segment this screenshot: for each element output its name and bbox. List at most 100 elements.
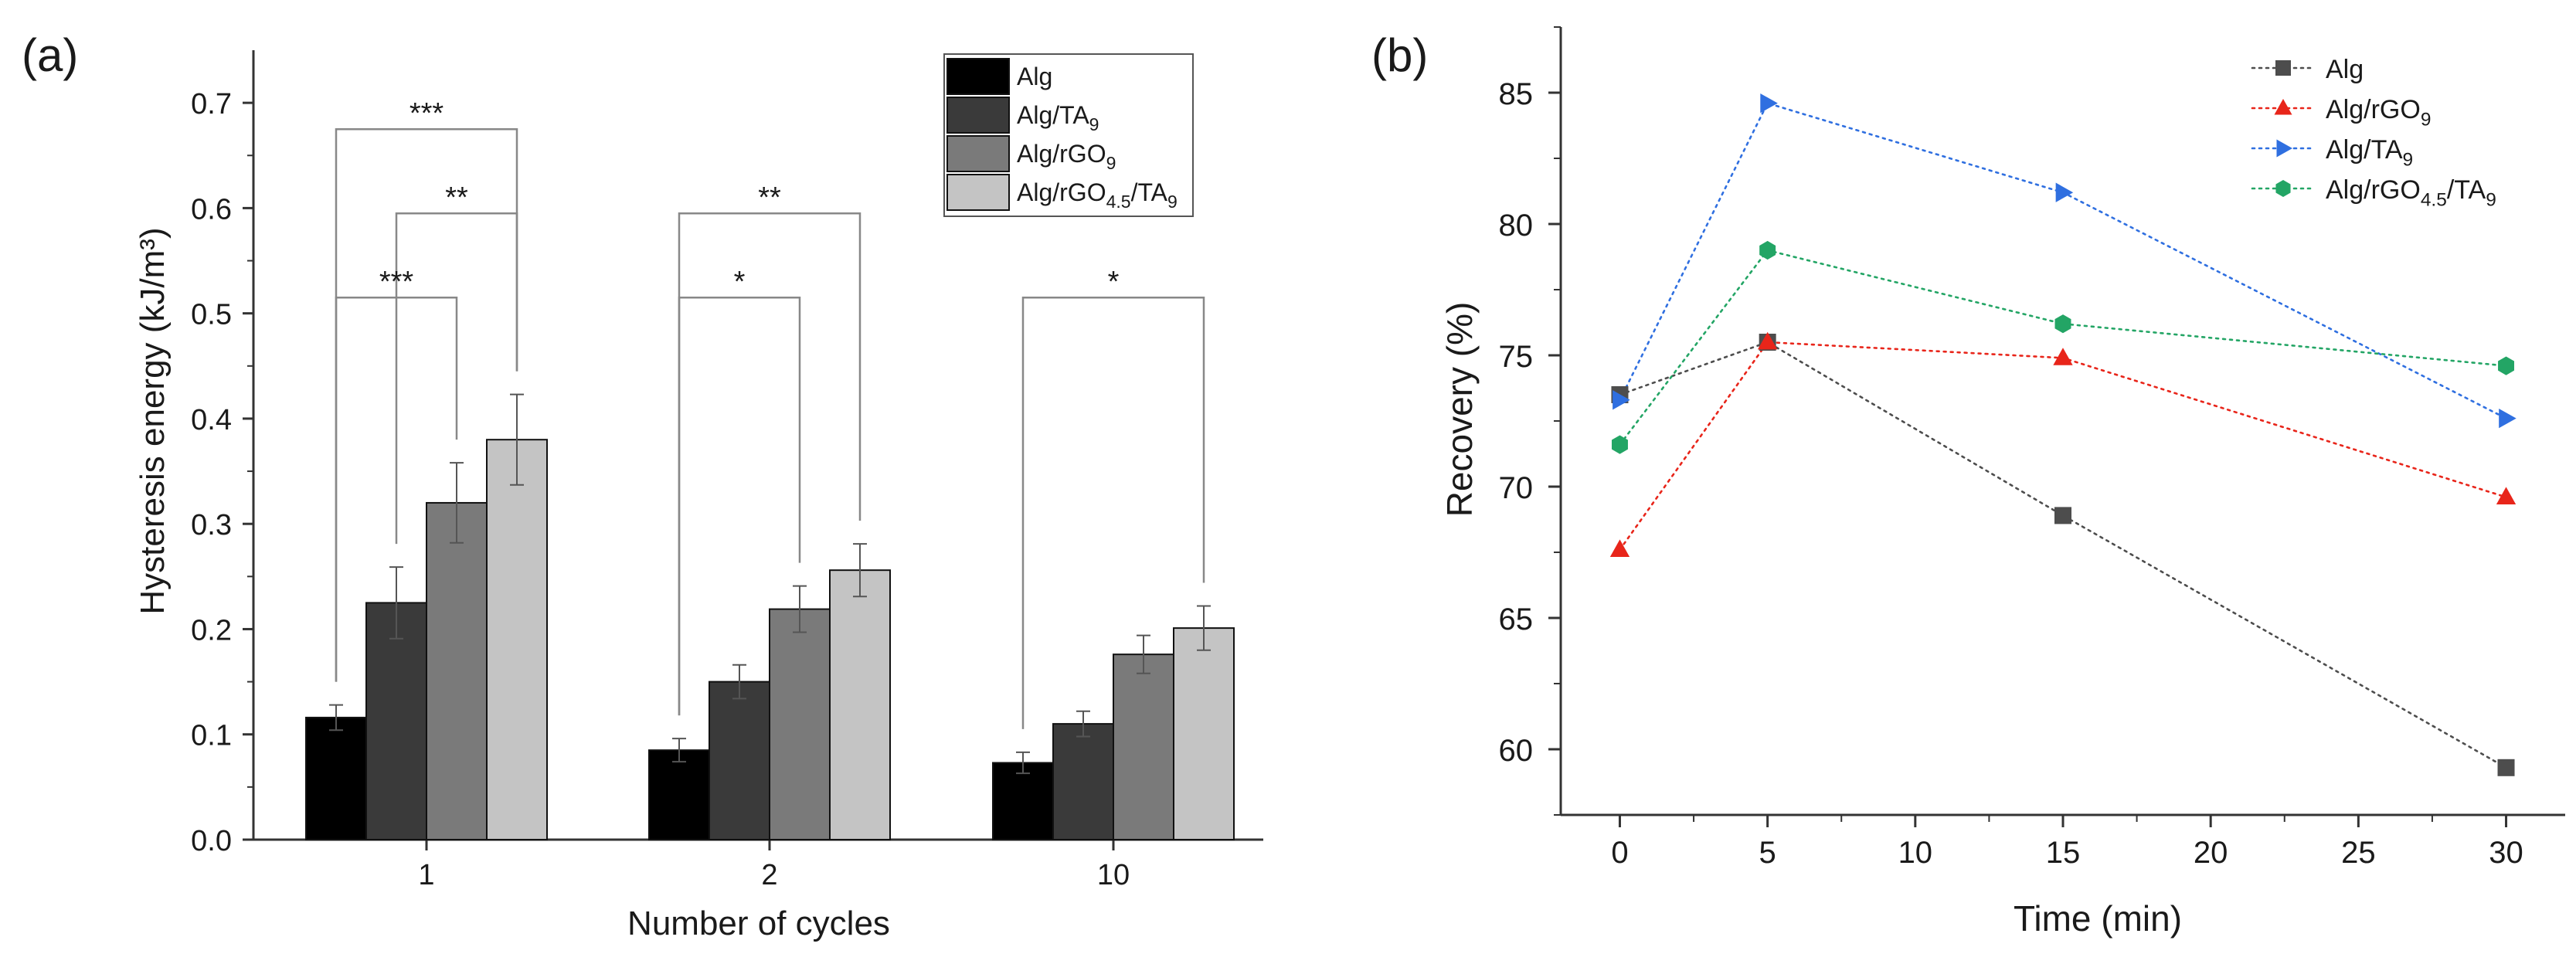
bar bbox=[426, 501, 488, 840]
y-tick-label: 85 bbox=[1499, 77, 1534, 111]
data-point bbox=[2496, 487, 2517, 504]
data-point bbox=[1757, 331, 1778, 350]
panel-b-axes: 60 65 70 75 80 85 0 5 10 15 20 25 30 bbox=[1499, 26, 2565, 870]
legend-label: Alg/rGO4.5/TA9 bbox=[2326, 175, 2496, 211]
legend-label: Alg/TA9 bbox=[1017, 101, 1099, 134]
legend-label-name: Alg bbox=[1017, 63, 1052, 90]
y-tick-label: 60 bbox=[1499, 734, 1534, 768]
y-tick-label: 0.1 bbox=[191, 720, 232, 752]
legend-label-subscript: 9 bbox=[2403, 150, 2414, 171]
y-tick-label: 0.5 bbox=[191, 299, 232, 331]
legend-label-tail: /TA bbox=[2447, 175, 2486, 205]
significance-label: *** bbox=[379, 266, 414, 298]
y-tick-label: 0.4 bbox=[191, 404, 232, 436]
data-point bbox=[2054, 507, 2071, 524]
legend-label-subscript: 9 bbox=[1106, 153, 1116, 173]
y-tick-label: 70 bbox=[1499, 471, 1534, 505]
x-tick-label: 20 bbox=[2194, 836, 2228, 870]
data-point bbox=[2498, 356, 2515, 375]
data-point bbox=[2053, 348, 2073, 365]
legend-label: Alg/rGO9 bbox=[1017, 140, 1116, 173]
panel-a: (a) 0.00.10.20.30.40.50.60.71 2 10 *******… bbox=[22, 29, 1263, 942]
series-line bbox=[1619, 102, 2507, 419]
legend-label-name: Alg bbox=[2326, 55, 2364, 84]
bar bbox=[486, 439, 548, 840]
legend-marker bbox=[2275, 180, 2291, 197]
panel-b-x-axis-label: Time (min) bbox=[2014, 898, 2182, 939]
legend-label-subscript: 4.5 bbox=[1106, 192, 1131, 212]
panel-a-bars bbox=[305, 393, 1235, 841]
legend-label: Alg/rGO4.5/TA9 bbox=[1017, 178, 1178, 212]
series-line bbox=[1619, 341, 2507, 769]
data-point bbox=[1759, 240, 1776, 260]
data-point bbox=[2499, 408, 2517, 429]
bar bbox=[709, 681, 770, 840]
legend-label-name: Alg/TA bbox=[2326, 135, 2403, 165]
data-point bbox=[1611, 435, 1628, 454]
significance-bracket bbox=[395, 212, 518, 545]
x-tick-label: 25 bbox=[2341, 836, 2376, 870]
legend-label-name: Alg/rGO bbox=[2326, 95, 2421, 124]
legend-label: Alg bbox=[1017, 63, 1052, 90]
data-point bbox=[1609, 539, 1630, 557]
bar bbox=[1113, 653, 1174, 840]
data-point bbox=[2054, 314, 2071, 334]
legend-swatch bbox=[946, 135, 1010, 172]
x-tick-label: 0 bbox=[1611, 836, 1628, 870]
legend-label-name: Alg/TA bbox=[1017, 101, 1089, 129]
panel-b-label: (b) bbox=[1371, 29, 1428, 81]
legend-label-name: Alg/rGO bbox=[1017, 140, 1106, 168]
x-tick-label: 1 bbox=[418, 859, 434, 891]
bar bbox=[769, 608, 831, 840]
y-tick-label: 0.7 bbox=[191, 88, 232, 120]
data-point bbox=[2497, 759, 2515, 776]
significance-label: * bbox=[734, 266, 746, 298]
legend-marker bbox=[2276, 139, 2292, 158]
legend-label-tail: /TA bbox=[1131, 178, 1168, 206]
panel-a-y-axis-label: Hysteresis energy (kJ/m³) bbox=[134, 227, 172, 614]
legend-label-subscript: 9 bbox=[1089, 114, 1099, 134]
legend-marker bbox=[2274, 99, 2292, 115]
bar bbox=[829, 569, 891, 840]
legend-swatch bbox=[946, 58, 1010, 95]
panel-a-significance: *********** * bbox=[335, 97, 1205, 729]
legend-label: Alg bbox=[2326, 55, 2364, 84]
panel-b-series bbox=[1609, 93, 2517, 776]
significance-bracket bbox=[678, 296, 801, 716]
legend-label-tail-subscript: 9 bbox=[1167, 192, 1178, 212]
data-point bbox=[1613, 390, 1630, 410]
bar bbox=[305, 716, 367, 840]
legend-label: Alg/rGO9 bbox=[2326, 95, 2431, 131]
legend-label-subscript: 9 bbox=[2421, 110, 2432, 131]
bar bbox=[992, 762, 1054, 840]
legend-swatch bbox=[946, 97, 1010, 134]
legend-label-name: Alg/rGO bbox=[1017, 178, 1106, 206]
x-tick-label: 10 bbox=[1898, 836, 1933, 870]
x-tick-label: 30 bbox=[2489, 836, 2523, 870]
significance-bracket bbox=[1021, 296, 1205, 729]
data-point bbox=[1760, 93, 1778, 114]
x-tick-label: 2 bbox=[761, 859, 777, 891]
legend-label-subscript: 4.5 bbox=[2421, 190, 2447, 211]
bar bbox=[1173, 627, 1235, 840]
y-tick-label: 75 bbox=[1499, 340, 1534, 374]
legend-marker bbox=[2275, 60, 2291, 76]
series-line bbox=[1619, 249, 2507, 446]
panel-a-label: (a) bbox=[22, 29, 78, 81]
y-tick-label: 0.3 bbox=[191, 509, 232, 541]
y-tick-label: 65 bbox=[1499, 602, 1534, 636]
significance-label: ** bbox=[758, 182, 781, 214]
x-tick-label: 5 bbox=[1759, 836, 1776, 870]
series-line bbox=[1619, 341, 2507, 551]
bar bbox=[648, 749, 710, 841]
significance-label: *** bbox=[410, 97, 444, 130]
x-tick-label: 15 bbox=[2046, 836, 2081, 870]
data-point bbox=[2055, 182, 2074, 202]
legend-label-name: Alg/rGO bbox=[2326, 175, 2421, 205]
legend-label-tail-subscript: 9 bbox=[2486, 190, 2496, 211]
y-tick-label: 0.0 bbox=[191, 825, 232, 857]
